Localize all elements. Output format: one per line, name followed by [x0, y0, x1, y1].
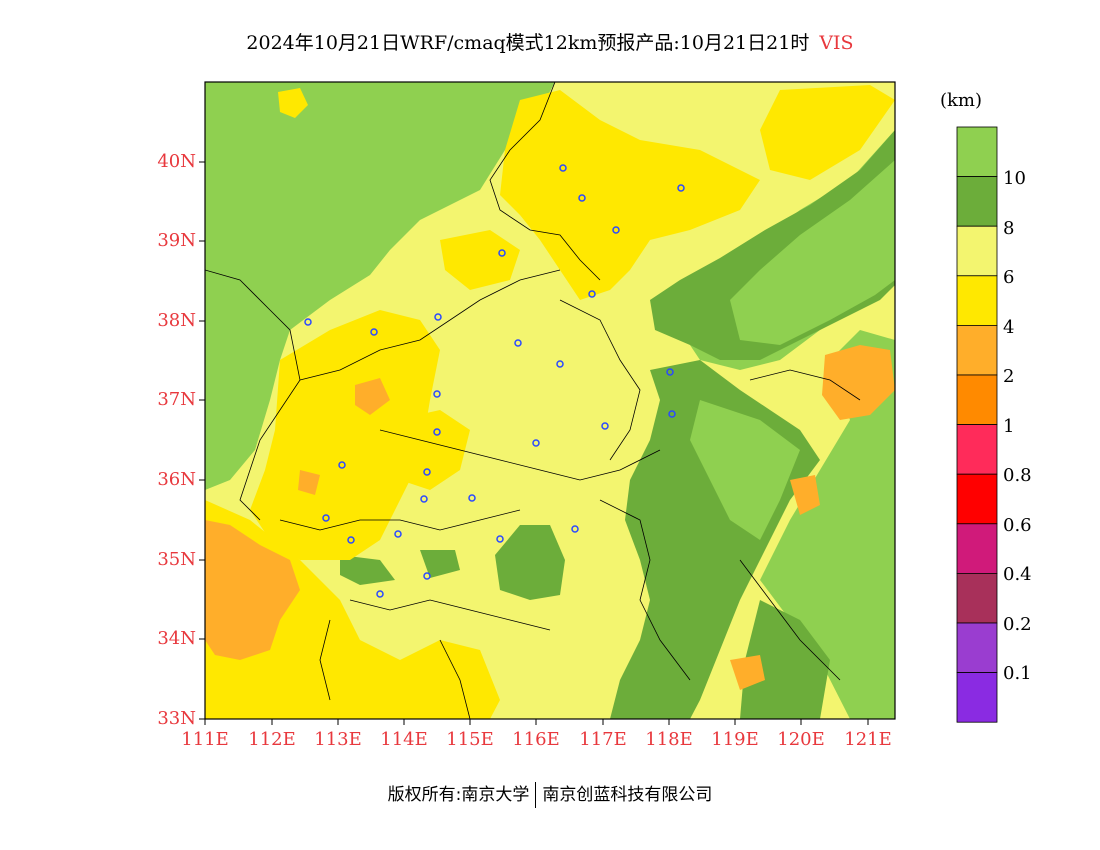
colorbar-swatch: [956, 622, 998, 673]
region-orange-south: [730, 655, 765, 690]
lon-tick-label: 118E: [645, 729, 693, 750]
colorbar-swatch: [956, 374, 998, 425]
colorbar-swatch: [956, 225, 998, 277]
colorbar-label: 6: [1003, 267, 1015, 288]
lon-tick-label: 116E: [512, 729, 560, 750]
region-yellow-west: [250, 310, 440, 560]
region-darkgreen-west3: [420, 550, 460, 578]
colorbar-swatch: [956, 424, 998, 475]
region-green-northwest: [205, 82, 555, 490]
colorbar-label: 4: [1003, 317, 1015, 338]
lat-tick-label: 34N: [157, 628, 196, 649]
region-yellow-ne: [760, 85, 895, 180]
colorbar-swatch: [956, 126, 998, 177]
lon-tick-label: 117E: [579, 729, 627, 750]
chart-title: 2024年10月21日WRF/cmaq模式12km预报产品:10月21日21时 V…: [0, 28, 1100, 55]
colorbar-swatch: [956, 672, 998, 723]
region-orange-west-2: [298, 470, 320, 495]
lon-tick-label: 112E: [248, 729, 296, 750]
colorbar-label: 2: [1003, 366, 1015, 387]
lon-tick-label: 121E: [844, 729, 892, 750]
colorbar-label: 0.8: [1003, 465, 1032, 486]
region-yellow-center: [395, 410, 470, 490]
region-orange-top: [278, 88, 308, 118]
lat-tick-label: 38N: [157, 310, 196, 331]
colorbar-label: 0.2: [1003, 614, 1032, 635]
region-green-bohai-inner: [730, 160, 895, 345]
colorbar-label: 0.1: [1003, 663, 1032, 684]
visibility-field: [205, 82, 895, 719]
colorbar-label: 10: [1003, 168, 1026, 189]
region-orange-west: [355, 378, 390, 415]
region-darkgreen-central: [495, 525, 565, 600]
colorbar-swatch: [956, 473, 998, 525]
footer-left: 版权所有:南京大学: [387, 785, 530, 805]
lat-tick-label: 33N: [157, 708, 196, 729]
colorbar-swatch: [956, 523, 998, 574]
region-yellow-north: [500, 90, 760, 300]
region-yellow-mid: [440, 230, 520, 290]
lon-tick-label: 119E: [711, 729, 759, 750]
colorbar-label: 8: [1003, 218, 1015, 239]
lat-tick-label: 37N: [157, 389, 196, 410]
station-markers: [304, 164, 685, 598]
footer-copyright: 版权所有:南京大学 南京创蓝科技有限公司: [0, 780, 1100, 808]
colorbar-label: 0.6: [1003, 515, 1032, 536]
colorbar-swatch: [956, 324, 998, 376]
title-variable: VIS: [819, 32, 854, 54]
colorbar: [956, 126, 998, 723]
lat-tick-label: 36N: [157, 469, 196, 490]
region-green-shandong: [690, 400, 800, 540]
lat-tick-label: 35N: [157, 549, 196, 570]
region-darkgreen-west2: [340, 555, 395, 585]
colorbar-swatch: [956, 573, 998, 624]
region-orange-southwest-2: [210, 565, 265, 605]
boundary-lines: [205, 82, 861, 719]
colorbar-swatch: [956, 275, 998, 326]
lon-tick-label: 113E: [314, 729, 362, 750]
lat-tick-label: 40N: [157, 151, 196, 172]
colorbar-unit: (km): [940, 90, 983, 111]
footer-right: 南京创蓝科技有限公司: [542, 785, 713, 805]
lon-tick-label: 115E: [446, 729, 494, 750]
region-darkgreen-south: [740, 600, 830, 719]
colorbar-label: 1: [1003, 416, 1015, 437]
title-main: 2024年10月21日WRF/cmaq模式12km预报产品:10月21日21时: [246, 32, 810, 54]
lat-tick-label: 39N: [157, 230, 196, 251]
lon-tick-label: 114E: [380, 729, 428, 750]
region-orange-east-2: [790, 475, 820, 515]
lon-tick-label: 111E: [181, 729, 229, 750]
lon-tick-label: 120E: [777, 729, 825, 750]
region-orange-east: [822, 345, 895, 420]
colorbar-swatch: [956, 176, 998, 227]
colorbar-label: 0.4: [1003, 564, 1032, 585]
